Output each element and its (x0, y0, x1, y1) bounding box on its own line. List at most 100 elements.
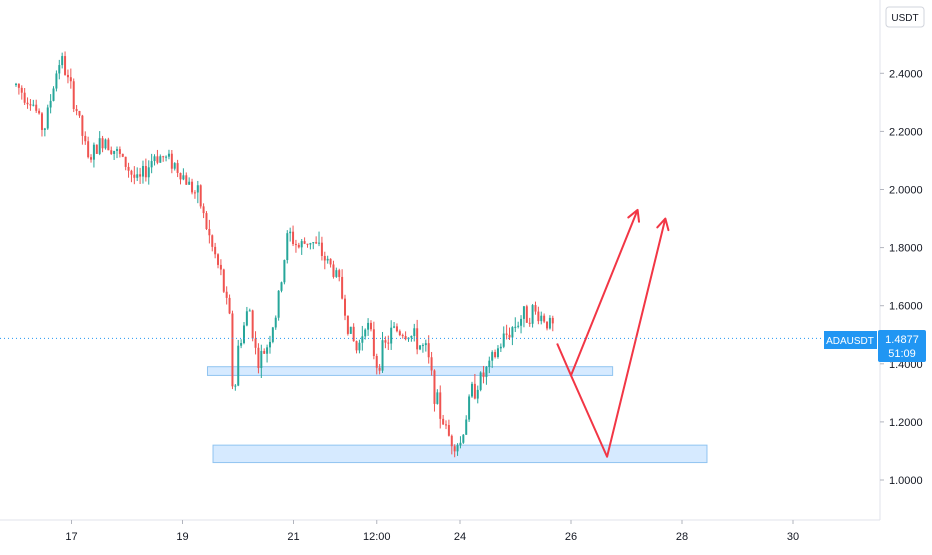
candle-177 (525, 304, 528, 323)
candle-7 (35, 99, 38, 113)
candle-body (61, 56, 64, 66)
candle-body (375, 356, 378, 368)
candle-50 (159, 154, 162, 163)
candle-body (514, 326, 517, 328)
time-axis[interactable]: 17 19 21 12:00 24 26 28 30 (0, 519, 880, 543)
currency-badge[interactable]: USDT (885, 6, 925, 28)
candle-body (55, 73, 58, 89)
candle-154 (459, 436, 462, 449)
candle-97 (294, 239, 297, 253)
candle-19 (69, 68, 72, 89)
candle-140 (419, 345, 422, 351)
candle-134 (401, 333, 404, 339)
candle-75 (231, 310, 234, 390)
candle-104 (315, 236, 318, 245)
candle-body (202, 206, 205, 214)
candle-body (496, 348, 499, 358)
candle-body (329, 258, 332, 265)
candle-91 (277, 290, 280, 321)
candle-52 (165, 155, 168, 162)
candle-body (29, 104, 32, 106)
candle-body (323, 255, 326, 261)
candle-63 (196, 180, 199, 204)
candle-8 (38, 108, 41, 115)
candle-body (401, 335, 404, 337)
candle-171 (508, 327, 511, 341)
candle-body (162, 156, 165, 158)
candle-116 (349, 326, 352, 335)
candle-body (20, 87, 23, 93)
candle-body (84, 135, 87, 142)
candle-30 (101, 135, 104, 153)
candle-89 (271, 326, 274, 344)
candle-11 (46, 104, 49, 130)
candle-body (245, 311, 248, 326)
candle-146 (436, 389, 439, 405)
candle-body (251, 310, 254, 339)
candle-68 (211, 234, 214, 252)
candle-body (436, 392, 439, 404)
candle-body (254, 338, 257, 348)
last-price-label: 1.4877 (885, 334, 919, 346)
candle-153 (456, 443, 459, 456)
candle-88 (268, 335, 271, 354)
candle-body (309, 243, 312, 245)
projection-arrow-1 (556, 208, 641, 377)
candle-45 (144, 158, 147, 182)
candle-body (424, 343, 427, 346)
candle-124 (372, 321, 375, 360)
price-axis-tick-label: 2.0000 (889, 185, 923, 197)
candle-182 (540, 311, 543, 325)
candle-body (473, 383, 476, 399)
candle-165 (491, 350, 494, 368)
candle-185 (548, 315, 551, 330)
candle-body (534, 305, 537, 312)
candle-129 (387, 335, 390, 350)
candle-body (332, 264, 335, 277)
candle-body (156, 156, 159, 163)
candle-113 (341, 269, 344, 300)
candle-body (133, 174, 136, 178)
candle-32 (107, 137, 110, 151)
candle-body (234, 385, 237, 387)
candle-148 (442, 414, 445, 426)
candle-body (525, 306, 528, 323)
symbol-label: ADAUSDT (826, 336, 874, 347)
candle-3 (23, 88, 26, 105)
candle-body (427, 343, 430, 358)
candle-body (193, 192, 196, 194)
candle-115 (346, 315, 349, 336)
candle-51 (162, 155, 165, 162)
candle-body (242, 325, 245, 343)
currency-badge-box (885, 6, 925, 28)
candle-body (384, 340, 387, 343)
candle-27 (92, 142, 95, 168)
candle-body (283, 260, 286, 283)
candle-46 (147, 160, 150, 185)
price-axis[interactable]: 1.00001.20001.40001.60001.80002.00002.20… (879, 0, 923, 520)
candle-98 (297, 242, 300, 249)
candle-body (72, 81, 75, 110)
candle-174 (517, 321, 520, 329)
candle-body (520, 318, 523, 326)
candle-161 (479, 371, 482, 392)
candle-body (450, 435, 453, 447)
candle-16 (61, 52, 64, 69)
candle-65 (202, 203, 205, 219)
candle-body (64, 56, 67, 75)
candle-81 (248, 308, 251, 312)
candle-body (494, 352, 497, 358)
price-axis-tick-label: 1.6000 (889, 301, 923, 313)
candle-48 (153, 154, 156, 166)
candle-body (173, 163, 176, 169)
candle-125 (375, 353, 378, 375)
candle-body (130, 170, 133, 175)
candle-body (511, 327, 514, 338)
candle-102 (309, 242, 312, 250)
candlestick-series (15, 51, 554, 458)
candle-body (214, 246, 217, 255)
candle-145 (433, 369, 436, 412)
candle-body (248, 310, 251, 312)
